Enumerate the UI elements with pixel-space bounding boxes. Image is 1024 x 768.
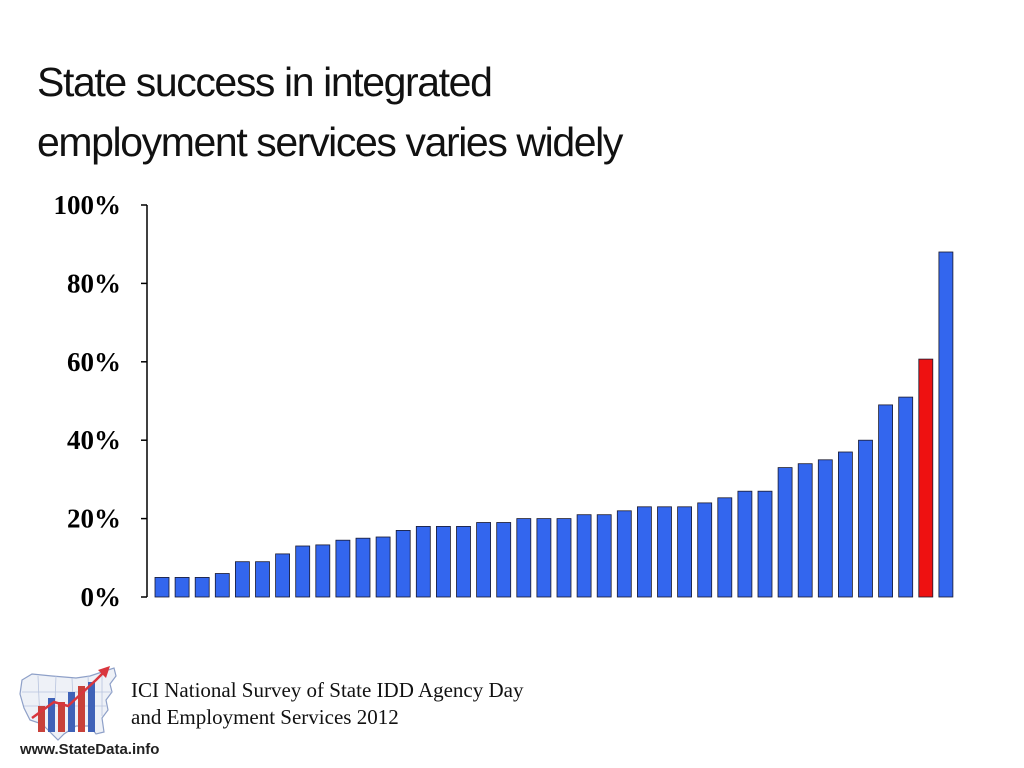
logo-bar-2	[48, 698, 55, 732]
state-bar	[194, 577, 210, 598]
logo-bar-5	[78, 686, 85, 732]
source-note-line-1: ICI National Survey of State IDD Agency …	[131, 678, 524, 702]
state-bar	[878, 404, 893, 598]
state-bar	[516, 518, 532, 598]
y-axis-ticks: 0% 20% 40% 60% 80% 100%	[54, 190, 147, 612]
state-bar	[677, 506, 692, 598]
logo-bar-4	[68, 692, 75, 732]
state-bar	[375, 536, 391, 598]
y-tick-label: 100%	[54, 190, 122, 220]
state-bar	[174, 577, 190, 598]
y-tick-label: 20%	[67, 504, 121, 534]
bars	[154, 251, 954, 598]
us-map-bar-chart-logo-icon	[19, 666, 117, 741]
state-bar	[576, 514, 592, 598]
state-bar	[757, 490, 773, 598]
logo-bar-3	[58, 702, 65, 732]
slide-title: State success in integrated employment s…	[37, 52, 623, 172]
y-tick-label: 40%	[67, 425, 121, 455]
state-bar	[938, 251, 954, 598]
state-bar	[817, 459, 833, 598]
state-bar	[154, 577, 170, 598]
statedata-logo	[18, 662, 122, 742]
logo-trend-arrow	[31, 671, 105, 720]
y-tick-label: 60%	[67, 347, 121, 377]
state-bar	[476, 522, 492, 598]
state-bar	[456, 526, 471, 598]
logo-bar-6	[88, 682, 95, 732]
logo-bar-1	[38, 706, 45, 732]
state-bar	[315, 544, 331, 598]
state-bar	[335, 539, 351, 598]
state-bar	[777, 467, 793, 598]
state-bar	[295, 545, 311, 598]
state-bar	[637, 506, 652, 598]
state-bar	[616, 510, 632, 598]
source-note: ICI National Survey of State IDD Agency …	[131, 677, 524, 731]
state-bar	[415, 526, 431, 598]
state-bar	[898, 396, 914, 598]
state-bar	[496, 522, 512, 598]
state-bar	[255, 561, 270, 598]
state-bar	[536, 518, 552, 598]
logo-trend-arrowhead	[98, 666, 110, 678]
y-tick-label: 0%	[81, 582, 122, 612]
source-note-line-2: and Employment Services 2012	[131, 705, 399, 729]
state-bar	[697, 502, 713, 598]
state-bar	[556, 518, 572, 598]
state-bar	[797, 463, 813, 598]
slide-title-line-2: employment services varies widely	[37, 119, 623, 165]
state-bar	[838, 451, 853, 598]
state-bar	[657, 506, 672, 598]
state-bar	[234, 561, 250, 598]
state-bar	[435, 526, 451, 598]
state-bar	[737, 490, 753, 598]
site-url[interactable]: www.StateData.info	[20, 741, 160, 758]
state-bar	[395, 530, 411, 598]
state-bar	[717, 497, 733, 598]
slide-title-line-1: State success in integrated	[37, 59, 493, 105]
highlighted-state-bar	[918, 358, 934, 598]
state-bar	[275, 553, 291, 598]
bar-chart: 0% 20% 40% 60% 80% 100%	[54, 190, 954, 612]
y-tick-label: 80%	[67, 268, 121, 298]
state-bar	[214, 573, 230, 598]
state-bar	[596, 514, 612, 598]
state-bar	[858, 439, 873, 598]
state-bar	[355, 537, 371, 598]
